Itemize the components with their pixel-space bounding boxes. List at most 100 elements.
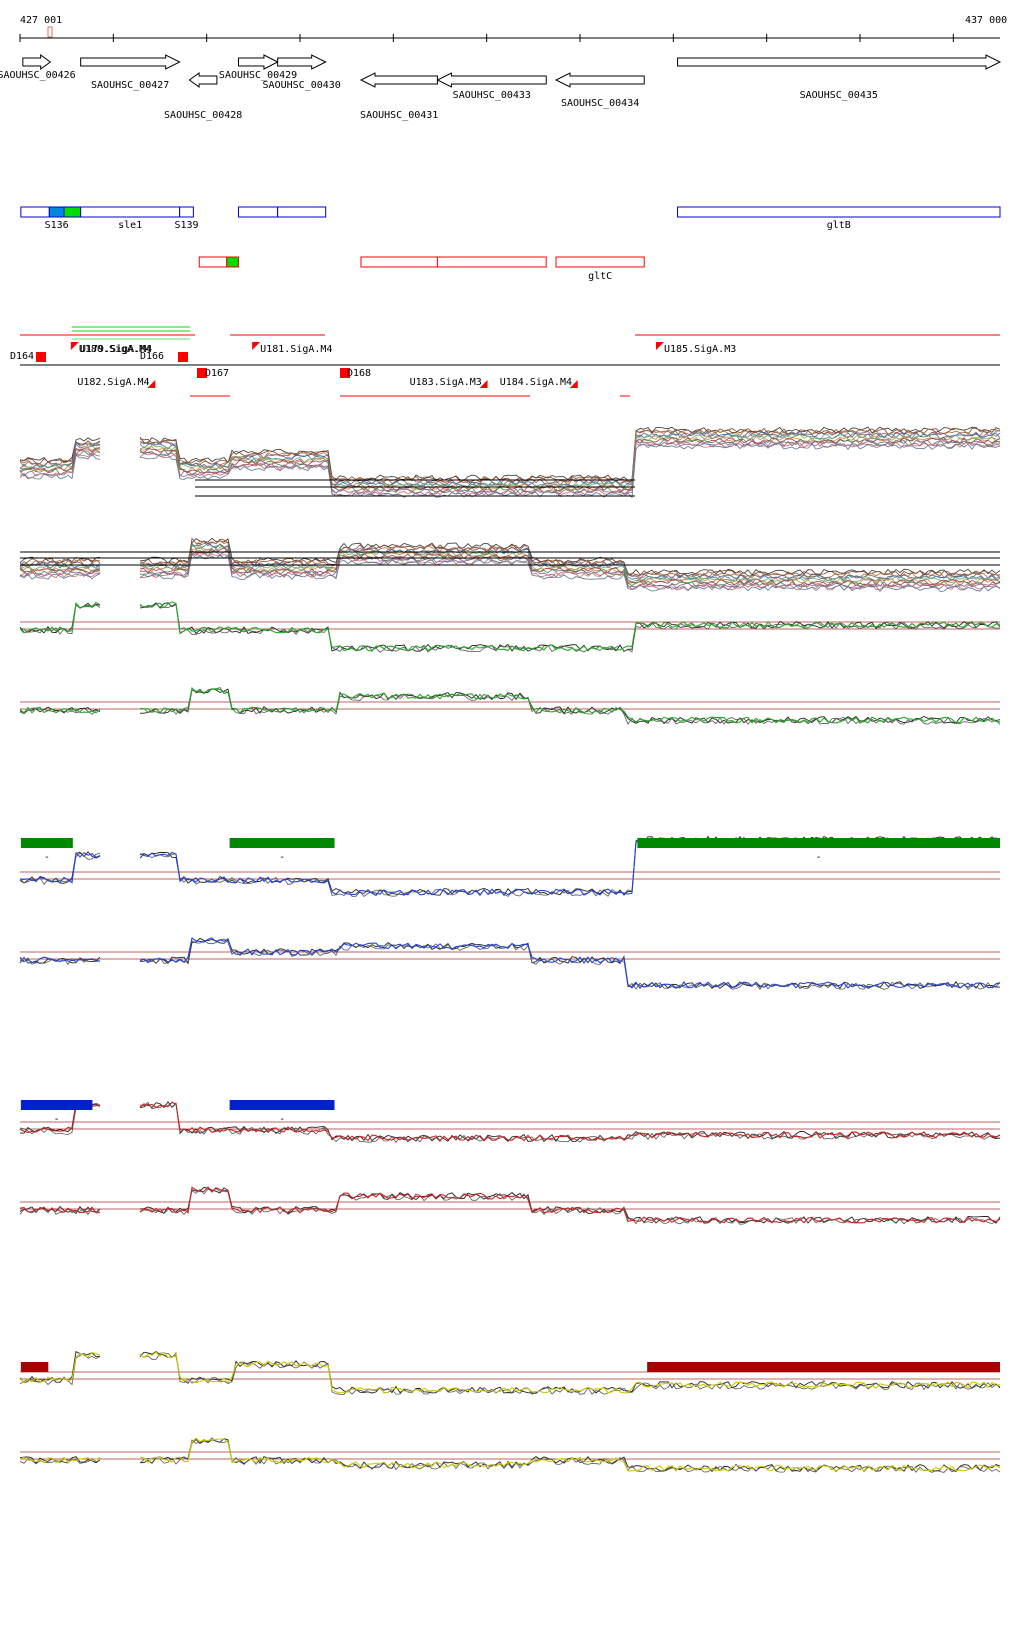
sigma-segment[interactable] bbox=[48, 206, 65, 218]
sigma-segment[interactable] bbox=[179, 206, 194, 218]
overlap-transcript-label: U179.SigA.M4 bbox=[80, 344, 152, 355]
gene-arrow[interactable] bbox=[677, 54, 1002, 70]
ruler-end-label: 437 000 bbox=[965, 15, 1007, 26]
gene-label: SAOUHSC_00431 bbox=[360, 110, 438, 121]
expression-trace bbox=[19, 443, 1001, 499]
gene-label: SAOUHSC_00426 bbox=[0, 70, 76, 81]
gene-arrow[interactable] bbox=[436, 72, 547, 88]
sigma-segment[interactable] bbox=[237, 206, 279, 218]
condition-bar[interactable] bbox=[20, 838, 73, 848]
condition-bar-tick: - bbox=[44, 852, 50, 863]
minus-transcript-label: U184.SigA.M4 bbox=[500, 377, 572, 388]
control-trace bbox=[19, 1438, 1001, 1473]
gene-arrow[interactable] bbox=[188, 72, 218, 88]
gene-arrow[interactable] bbox=[237, 54, 279, 70]
condition-bar-tick: - bbox=[821, 1376, 827, 1387]
plus-transcript-label: U185.SigA.M3 bbox=[664, 344, 736, 355]
tss-flag bbox=[479, 380, 488, 388]
gene-label: SAOUHSC_00434 bbox=[561, 98, 639, 109]
sigma-alt-segment[interactable] bbox=[360, 256, 438, 268]
control-trace bbox=[19, 687, 1001, 725]
tss-flag bbox=[569, 380, 578, 388]
expression-trace bbox=[19, 542, 1001, 582]
down-marker[interactable] bbox=[36, 352, 46, 362]
condition-bar[interactable] bbox=[647, 1362, 1000, 1372]
control-trace bbox=[19, 1186, 1001, 1224]
sigma-segment[interactable] bbox=[20, 206, 50, 218]
down-marker[interactable] bbox=[178, 352, 188, 362]
sigma-alt-segment[interactable] bbox=[198, 256, 228, 268]
control-trace bbox=[19, 1351, 1001, 1395]
down-label: D167 bbox=[205, 368, 229, 379]
control-trace bbox=[19, 1437, 1001, 1473]
expression-trace bbox=[19, 439, 1001, 495]
coordinate-ruler: 427 001 437 000 bbox=[19, 15, 1007, 42]
control-trace bbox=[19, 1101, 1001, 1143]
gene-arrow[interactable] bbox=[80, 54, 181, 70]
ruler-start-label: 427 001 bbox=[20, 15, 62, 26]
sigma-segment[interactable] bbox=[63, 206, 82, 218]
condition-trace bbox=[19, 1101, 1001, 1142]
minus-transcript-label: U183.SigA.M3 bbox=[410, 377, 482, 388]
condition-trace bbox=[19, 1186, 1001, 1224]
condition-bar-tick: - bbox=[816, 852, 822, 863]
plus-transcript-label: U181.SigA.M4 bbox=[260, 344, 332, 355]
condition-bar[interactable] bbox=[637, 838, 1000, 848]
ruler-marker bbox=[47, 26, 53, 38]
sigma-alt-segment[interactable] bbox=[226, 256, 239, 268]
minus-transcript-label: U182.SigA.M4 bbox=[77, 377, 149, 388]
sigma-alt-label: gltC bbox=[588, 271, 612, 282]
down-marker[interactable] bbox=[340, 368, 350, 378]
expression-trace bbox=[19, 431, 1001, 486]
condition-trace bbox=[19, 1351, 1001, 1394]
gene-arrow[interactable] bbox=[359, 72, 438, 88]
sigma-label: S136 bbox=[45, 220, 69, 231]
condition-trace bbox=[19, 1437, 1001, 1472]
gene-label: SAOUHSC_00428 bbox=[164, 110, 242, 121]
control-trace bbox=[19, 602, 1001, 652]
expression-trace bbox=[19, 441, 1001, 497]
down-label: D164 bbox=[10, 351, 34, 362]
sigma-label: S139 bbox=[174, 220, 198, 231]
gene-label: SAOUHSC_00429 bbox=[219, 70, 297, 81]
tss-flag bbox=[252, 342, 261, 350]
expression-trace bbox=[19, 432, 1001, 488]
expression-trace bbox=[19, 553, 1001, 592]
expression-trace bbox=[19, 426, 1001, 482]
down-marker[interactable] bbox=[197, 368, 207, 378]
sigma-alt-segment[interactable] bbox=[555, 256, 645, 268]
sigma-segment[interactable] bbox=[80, 206, 181, 218]
condition-bar[interactable] bbox=[229, 838, 335, 848]
gene-label: SAOUHSC_00433 bbox=[453, 90, 531, 101]
down-label: D168 bbox=[347, 368, 371, 379]
expression-signal-tracks bbox=[19, 426, 1001, 1473]
sigma-alt-segment[interactable] bbox=[436, 256, 547, 268]
transcript-track: U180.SigA.M4 U181.SigA.M4 U185.SigA.M3 U179… bbox=[10, 326, 1000, 397]
condition-bar[interactable] bbox=[229, 1100, 335, 1110]
condition-bar-tick: - bbox=[279, 852, 285, 863]
tss-flag bbox=[655, 342, 664, 350]
condition-trace bbox=[19, 687, 1001, 724]
sigma-segment[interactable] bbox=[677, 206, 1001, 218]
gene-arrow[interactable] bbox=[554, 72, 645, 88]
condition-bar-tick: - bbox=[32, 1376, 38, 1387]
ruler-ticks bbox=[19, 26, 954, 42]
expression-trace bbox=[19, 548, 1001, 588]
sigma-label: sle1 bbox=[118, 220, 142, 231]
condition-bar[interactable] bbox=[20, 1362, 49, 1372]
condition-trace bbox=[19, 937, 1001, 989]
condition-bar-tick: - bbox=[279, 1114, 285, 1125]
gene-label: SAOUHSC_00430 bbox=[263, 80, 341, 91]
condition-bar[interactable] bbox=[20, 1100, 93, 1110]
gene-arrow[interactable] bbox=[22, 54, 52, 70]
sigma-factor-tracks: S136 sle1 S139 gltB gltC bbox=[20, 206, 1001, 282]
condition-bars: - - - - - - - bbox=[20, 838, 1000, 1387]
sigma-label: gltB bbox=[827, 220, 851, 231]
gene-annotation-track: SAOUHSC_00426 SAOUHSC_00427 SAOUHSC_00428 S… bbox=[0, 54, 1002, 121]
plus-transcript-label: U180.SigA.M4 bbox=[79, 344, 151, 355]
tss-flag bbox=[70, 342, 79, 350]
gene-arrow[interactable] bbox=[277, 54, 327, 70]
sigma-segment[interactable] bbox=[277, 206, 327, 218]
gene-label: SAOUHSC_00435 bbox=[800, 90, 878, 101]
